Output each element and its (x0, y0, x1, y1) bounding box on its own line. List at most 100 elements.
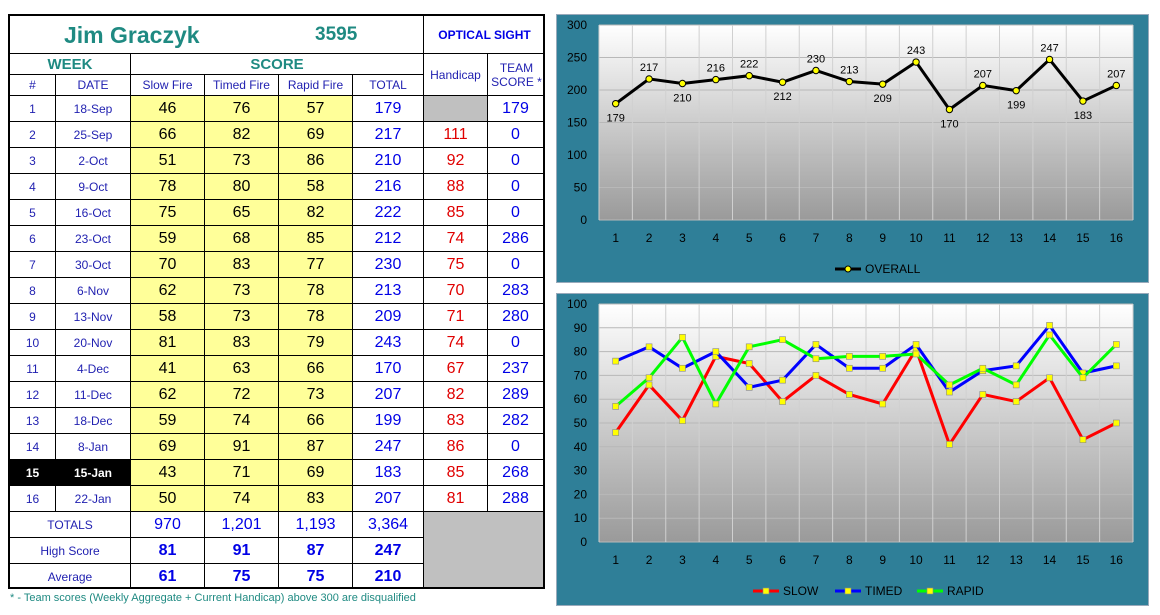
data-point (946, 388, 953, 396)
data-point (912, 350, 920, 358)
data-point (1079, 374, 1087, 382)
team-cell: 237 (488, 356, 543, 382)
sight-header: OPTICAL SIGHT (424, 16, 543, 54)
handicap-value: 83 (446, 411, 465, 429)
num-cell: 10 (10, 330, 56, 356)
data-point (879, 353, 886, 360)
data-point (1012, 398, 1020, 405)
legend-marker (844, 587, 852, 595)
high-slow-value: 81 (158, 541, 177, 559)
x-tick-label: 12 (976, 553, 990, 567)
x-tick-label: 2 (646, 553, 653, 567)
num-cell: 11 (10, 356, 56, 382)
x-tick-label: 16 (1110, 231, 1124, 245)
rapid-header: Rapid Fire (279, 75, 353, 96)
x-tick-label: 8 (846, 231, 853, 245)
slow-cell: 69 (131, 434, 205, 460)
slow-cell: 59 (131, 408, 205, 434)
average-timed: 75 (205, 564, 279, 587)
total-cell: 212 (353, 226, 424, 252)
total-cell: 243 (353, 330, 424, 356)
data-point (779, 376, 786, 384)
slow-value: 66 (158, 125, 177, 143)
table-row: 12 11-Dec 62 72 73 207 82 289 (10, 382, 543, 408)
high-label: High Score (40, 543, 100, 558)
slow-header: Slow Fire (131, 75, 205, 96)
handicap-value: 75 (446, 255, 465, 273)
total-value: 183 (374, 463, 402, 481)
team-value: 0 (511, 151, 520, 169)
data-point (1113, 362, 1120, 370)
shooter-header: Jim Graczyk 3595 (10, 16, 424, 54)
totals-rapid-value: 1,193 (295, 515, 336, 533)
handicap-cell: 71 (424, 304, 488, 330)
x-tick-label: 15 (1076, 231, 1090, 245)
slow-value: 81 (158, 333, 177, 351)
slow-value: 59 (158, 229, 177, 247)
timed-cell: 65 (205, 200, 279, 226)
slow-cell: 41 (131, 356, 205, 382)
totals-row: TOTALS 970 1,201 1,193 3,364 (10, 512, 543, 587)
date-value: 18-Dec (73, 413, 113, 428)
total-cell: 183 (353, 460, 424, 486)
rapid-value: 77 (306, 255, 325, 273)
slow-label: Slow Fire (142, 78, 193, 92)
slow-value: 58 (158, 307, 177, 325)
rapid-value: 58 (306, 177, 325, 195)
x-tick-label: 9 (879, 553, 886, 567)
data-point (812, 355, 820, 363)
timed-header: Timed Fire (205, 75, 279, 96)
timed-cell: 80 (205, 174, 279, 200)
handicap-cell (424, 96, 488, 122)
timed-cell: 73 (205, 278, 279, 304)
timed-value: 82 (232, 125, 251, 143)
slow-cell: 62 (131, 382, 205, 408)
total-cell: 199 (353, 408, 424, 434)
num-value: 14 (25, 439, 40, 454)
team-cell: 0 (488, 122, 543, 148)
num-value: 4 (29, 179, 36, 194)
date-value: 8-Jan (77, 439, 109, 454)
legend-label: OVERALL (865, 262, 921, 276)
totals-total-value: 3,364 (367, 515, 409, 533)
num-value: 15 (25, 465, 40, 480)
handicap-cell: 74 (424, 226, 488, 252)
slow-value: 50 (158, 489, 177, 507)
handicap-cell: 75 (424, 252, 488, 278)
y-tick-label: 40 (574, 440, 588, 454)
team-cell: 286 (488, 226, 543, 252)
team-label-1: TEAM (499, 60, 534, 75)
total-value: 222 (374, 203, 402, 221)
high-row: High Score 81 91 87 247 (10, 538, 543, 564)
total-cell: 179 (353, 96, 424, 122)
team-cell: 0 (488, 330, 543, 356)
date-value: 6-Nov (76, 283, 109, 298)
column-header-row: # DATE Slow Fire Timed Fire Rapid Fire T… (10, 75, 543, 96)
table-row: 1 18-Sep 46 76 57 179 179 (10, 96, 543, 122)
total-cell: 216 (353, 174, 424, 200)
num-cell: 7 (10, 252, 56, 278)
handicap-cell: 92 (424, 148, 488, 174)
num-cell: 12 (10, 382, 56, 408)
x-tick-label: 13 (1010, 553, 1024, 567)
x-tick-label: 7 (813, 231, 820, 245)
high-timed-value: 91 (232, 541, 251, 559)
week-group-label: WEEK (47, 55, 93, 73)
rapid-cell: 78 (279, 278, 353, 304)
date-cell: 18-Sep (56, 96, 131, 122)
handicap-value: 92 (446, 151, 465, 169)
slow-value: 41 (158, 359, 177, 377)
data-point (679, 334, 686, 341)
date-value: 20-Nov (73, 335, 113, 350)
data-point (878, 80, 887, 88)
total-cell: 207 (353, 382, 424, 408)
rapid-cell: 69 (279, 460, 353, 486)
x-tick-label: 10 (909, 231, 923, 245)
data-point (1112, 81, 1121, 90)
legend-label: TIMED (865, 584, 903, 598)
data-point (645, 374, 653, 382)
handicap-label: Handicap (430, 67, 481, 82)
num-value: 3 (29, 153, 36, 168)
data-point (678, 79, 687, 88)
high-total: 247 (353, 538, 424, 564)
